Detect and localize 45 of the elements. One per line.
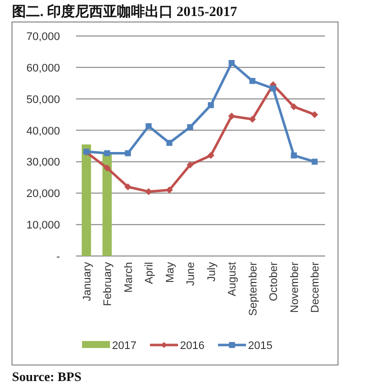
source-note: Source: BPS — [12, 369, 82, 384]
x-tick-label: July — [206, 262, 218, 282]
x-tick-label: April — [144, 262, 156, 284]
point — [124, 183, 132, 190]
point — [186, 161, 194, 168]
point — [208, 102, 214, 108]
x-tick-label: August — [226, 262, 239, 296]
x-tick-label: March — [122, 262, 135, 293]
x-tick-label: February — [102, 262, 114, 306]
point — [228, 60, 235, 66]
point — [228, 112, 236, 120]
x-tick-label: September — [247, 262, 260, 316]
y-tick-label: 50,000 — [26, 94, 60, 106]
point — [146, 123, 152, 130]
y-tick-label: 20,000 — [26, 188, 60, 200]
point — [104, 150, 110, 156]
point — [124, 150, 131, 156]
point — [290, 152, 297, 158]
chart-title: 图二. 印度尼西亚咖啡出口 2015-2017 — [12, 3, 238, 20]
point — [166, 140, 172, 146]
point — [248, 116, 256, 123]
y-tick-label: 10,000 — [26, 220, 60, 232]
point — [270, 85, 276, 92]
legend-label: 2015 — [248, 340, 272, 352]
y-tick-label: - — [56, 251, 60, 263]
point — [311, 111, 318, 118]
x-tick-label: January — [81, 262, 94, 302]
point — [249, 78, 256, 84]
x-tick-label: December — [310, 262, 322, 313]
y-tick-label: 40,000 — [26, 125, 60, 138]
point — [290, 103, 298, 110]
x-tick-label: May — [164, 262, 176, 283]
x-tick-label: October — [268, 262, 280, 302]
point — [187, 124, 194, 130]
x-tick-label: November — [288, 262, 301, 313]
point — [145, 188, 152, 196]
legend-label: 2017 — [112, 340, 136, 352]
point — [104, 164, 111, 172]
legend-label: 2016 — [180, 340, 204, 352]
x-tick-label: June — [185, 262, 198, 286]
point — [207, 152, 214, 159]
y-tick-label: 60,000 — [26, 62, 60, 74]
point — [312, 158, 318, 165]
y-tick-label: 70,000 — [26, 31, 60, 43]
y-tick-label: 30,000 — [26, 156, 60, 169]
